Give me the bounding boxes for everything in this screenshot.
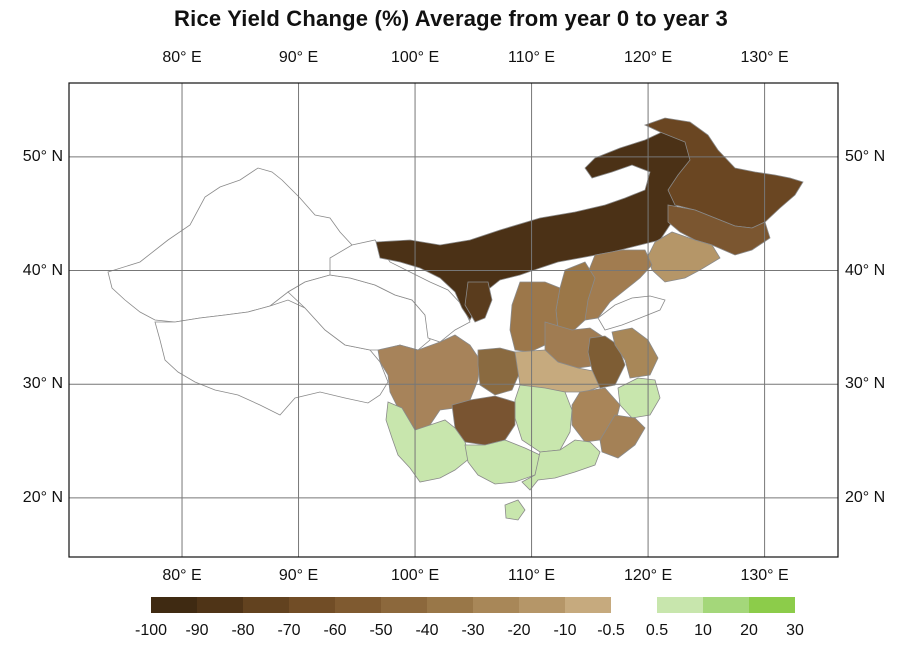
lon-tick-label-bottom: 120° E bbox=[623, 567, 673, 584]
legend-label: 30 bbox=[786, 622, 804, 639]
lon-tick-label-top: 110° E bbox=[508, 49, 556, 66]
lon-tick-label-bottom: 130° E bbox=[740, 567, 789, 584]
legend-swatch bbox=[151, 597, 197, 613]
lat-tick-label-left: 50° N bbox=[22, 147, 63, 165]
region-chongqing bbox=[477, 347, 521, 396]
lon-tick-label-bottom: 90° E bbox=[278, 567, 319, 584]
legend-label: -30 bbox=[461, 622, 485, 639]
legend-swatch bbox=[519, 597, 565, 613]
lat-tick-label-left: 20° N bbox=[22, 488, 63, 506]
lat-tick-label-right: 50° N bbox=[845, 147, 886, 165]
region-hunan bbox=[514, 384, 573, 453]
legend-label: -100 bbox=[134, 622, 168, 639]
legend-swatch bbox=[381, 597, 427, 613]
legend-swatch bbox=[703, 597, 749, 613]
legend-swatch bbox=[289, 597, 335, 613]
legend-swatch bbox=[427, 597, 473, 613]
lon-tick-label-bottom: 100° E bbox=[390, 567, 440, 584]
lon-tick-label-bottom: 110° E bbox=[508, 567, 556, 584]
region-gansu bbox=[329, 239, 471, 343]
lat-tick-label-right: 40° N bbox=[845, 261, 886, 279]
region-zhejiang bbox=[617, 377, 661, 419]
region-guangxi bbox=[464, 439, 541, 485]
region-yunnan bbox=[385, 401, 471, 483]
legend-label: -60 bbox=[323, 622, 347, 639]
map-frame bbox=[68, 82, 839, 558]
legend-label: -90 bbox=[185, 622, 209, 639]
lat-tick-label-left: 30° N bbox=[22, 375, 63, 393]
legend-swatch bbox=[657, 597, 703, 613]
legend-label: -20 bbox=[507, 622, 531, 639]
legend-label: -10 bbox=[553, 622, 577, 639]
lon-tick-label-top: 130° E bbox=[740, 49, 789, 66]
lat-tick-label-left: 40° N bbox=[22, 261, 63, 279]
legend-label: 10 bbox=[694, 622, 712, 639]
map-title: Rice Yield Change (%) Average from year … bbox=[174, 6, 728, 31]
region-jiangsu bbox=[611, 327, 659, 379]
lon-tick-label-top: 90° E bbox=[278, 49, 319, 66]
legend-label: 0.5 bbox=[645, 622, 669, 639]
region-shanxi bbox=[555, 261, 596, 333]
legend-swatch bbox=[335, 597, 381, 613]
lon-tick-label-bottom: 80° E bbox=[162, 567, 202, 584]
graticule bbox=[69, 83, 838, 557]
region-anhui bbox=[587, 335, 626, 389]
lon-tick-label-top: 120° E bbox=[623, 49, 673, 66]
region-ningxia bbox=[464, 281, 493, 323]
lon-tick-label-top: 80° E bbox=[162, 49, 202, 66]
legend-label: -50 bbox=[369, 622, 393, 639]
legend-swatch bbox=[749, 597, 795, 613]
legend-label: -0.5 bbox=[597, 622, 625, 639]
region-heilongjiang bbox=[643, 117, 804, 229]
legend-swatch bbox=[565, 597, 611, 613]
legend-label: -80 bbox=[231, 622, 255, 639]
region-hainan bbox=[504, 499, 526, 521]
lat-tick-label-right: 20° N bbox=[845, 488, 886, 506]
legend-swatch bbox=[197, 597, 243, 613]
legend-swatch bbox=[243, 597, 289, 613]
region-guangdong bbox=[521, 439, 601, 491]
legend-swatch bbox=[611, 597, 657, 613]
legend-swatch bbox=[473, 597, 519, 613]
region-jilin bbox=[667, 204, 771, 256]
region-fujian bbox=[599, 414, 646, 459]
legend-label: 20 bbox=[740, 622, 758, 639]
regions bbox=[107, 117, 804, 521]
legend-label: -40 bbox=[415, 622, 439, 639]
lat-tick-label-right: 30° N bbox=[845, 375, 886, 393]
lon-tick-label-top: 100° E bbox=[390, 49, 440, 66]
legend-label: -70 bbox=[277, 622, 301, 639]
